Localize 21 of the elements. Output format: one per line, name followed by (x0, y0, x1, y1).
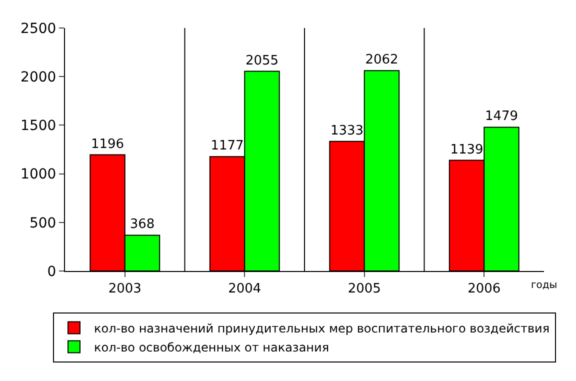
y-tick-label: 1000 (20, 166, 56, 183)
x-tick-label: 2004 (228, 282, 262, 297)
data-label: 1196 (90, 136, 124, 152)
y-tick-label: 2500 (20, 20, 56, 37)
data-label: 1333 (330, 123, 364, 138)
y-tick-label: 0 (47, 264, 56, 280)
x-tick-label: 2006 (468, 282, 501, 297)
x-tick-label: 2005 (348, 282, 381, 297)
x-tick-label: 2003 (108, 282, 142, 297)
y-tick-label: 2000 (20, 70, 56, 86)
legend-label: кол-во освобожденных от наказания (94, 340, 330, 354)
data-label: 1479 (484, 109, 518, 124)
data-label: 368 (130, 217, 155, 232)
y-tick-label: 1500 (20, 118, 56, 134)
x-axis-title: годы (531, 280, 558, 291)
data-label: 2055 (245, 53, 279, 68)
y-tick-label: 500 (29, 215, 56, 232)
data-label: 1139 (450, 142, 484, 158)
data-label: 1177 (210, 138, 244, 154)
data-label: 2062 (365, 52, 398, 68)
legend-label: кол-во назначений принудительных мер воспитательного воздействия (94, 321, 550, 336)
